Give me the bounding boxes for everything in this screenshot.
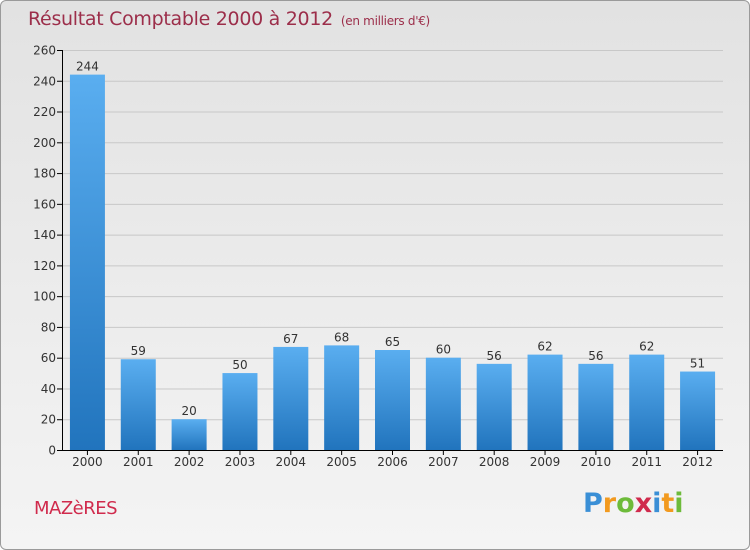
data-label-2011: 62 — [639, 340, 654, 354]
y-tick-label-40: 40 — [41, 382, 56, 396]
bar-2008 — [476, 363, 512, 450]
logo-letter: r — [602, 488, 617, 519]
y-tick-label-220: 220 — [33, 105, 56, 119]
data-label-2003: 50 — [232, 358, 247, 372]
bar-2003 — [222, 373, 258, 450]
y-tick-label-200: 200 — [33, 136, 56, 150]
bar-2000 — [69, 74, 105, 450]
data-label-2012: 51 — [690, 357, 705, 371]
data-label-2009: 62 — [537, 340, 552, 354]
y-tick-label-20: 20 — [41, 413, 56, 427]
y-tick-label-140: 140 — [33, 228, 56, 242]
bar-2004 — [273, 346, 309, 450]
chart-subtitle: (en milliers d'€) — [340, 14, 430, 28]
y-tick-label-80: 80 — [41, 320, 56, 334]
y-tick-label-120: 120 — [33, 259, 56, 273]
x-tick-label-2006: 2006 — [377, 455, 408, 469]
x-tick-label-2008: 2008 — [479, 455, 510, 469]
y-tick-label-100: 100 — [33, 290, 56, 304]
bars — [69, 74, 716, 450]
logo-letter: i — [674, 488, 684, 519]
data-label-2010: 56 — [588, 349, 603, 363]
bar-2006 — [375, 350, 410, 450]
data-label-2007: 60 — [436, 343, 451, 357]
data-label-2002: 20 — [181, 404, 196, 418]
bar-2011 — [629, 354, 665, 450]
bar-2007 — [425, 357, 461, 450]
x-tick-label-2003: 2003 — [225, 455, 256, 469]
bar-2012 — [680, 371, 716, 450]
y-tick-label-60: 60 — [41, 351, 56, 365]
proxiti-logo: Proxiti — [583, 488, 684, 519]
chart-title: Résultat Comptable 2000 à 2012 (en millie… — [28, 8, 430, 30]
data-label-2000: 244 — [76, 60, 99, 74]
x-tick-label-2002: 2002 — [174, 455, 205, 469]
y-tick-label-180: 180 — [33, 167, 56, 181]
chart-title-text: Résultat Comptable 2000 à 2012 — [28, 8, 333, 30]
logo-letter: x — [634, 488, 653, 519]
x-tick-label-2007: 2007 — [428, 455, 459, 469]
data-label-2006: 65 — [385, 335, 400, 349]
city-name: MAZèRES — [34, 498, 118, 519]
bar-2005 — [324, 345, 360, 450]
y-tick-label-240: 240 — [33, 74, 56, 88]
data-label-2008: 56 — [487, 349, 502, 363]
x-tick-label-2000: 2000 — [72, 455, 103, 469]
x-tick-label-2012: 2012 — [682, 455, 713, 469]
x-tick-label-2009: 2009 — [530, 455, 561, 469]
x-tick-label-2004: 2004 — [276, 455, 307, 469]
x-tick-label-2001: 2001 — [123, 455, 154, 469]
x-tick-label-2005: 2005 — [326, 455, 357, 469]
axes — [57, 50, 723, 455]
data-label-2004: 67 — [283, 332, 298, 346]
data-label-2005: 68 — [334, 330, 349, 344]
y-tick-label-260: 260 — [33, 44, 56, 58]
logo-letter: t — [661, 488, 675, 519]
bar-2001 — [120, 359, 156, 450]
bar-2002 — [171, 419, 207, 450]
logo-letter: P — [583, 488, 603, 519]
y-tick-label-0: 0 — [48, 444, 56, 458]
data-label-2001: 59 — [131, 344, 146, 358]
labels: 0204060801001201401601802002202402602442… — [33, 44, 713, 470]
bar-2009 — [527, 354, 563, 450]
bar-2010 — [578, 363, 614, 450]
x-tick-label-2011: 2011 — [631, 455, 662, 469]
logo-letter: o — [616, 488, 635, 519]
y-tick-label-160: 160 — [33, 197, 56, 211]
x-tick-label-2010: 2010 — [581, 455, 612, 469]
logo-letter: i — [652, 488, 662, 519]
